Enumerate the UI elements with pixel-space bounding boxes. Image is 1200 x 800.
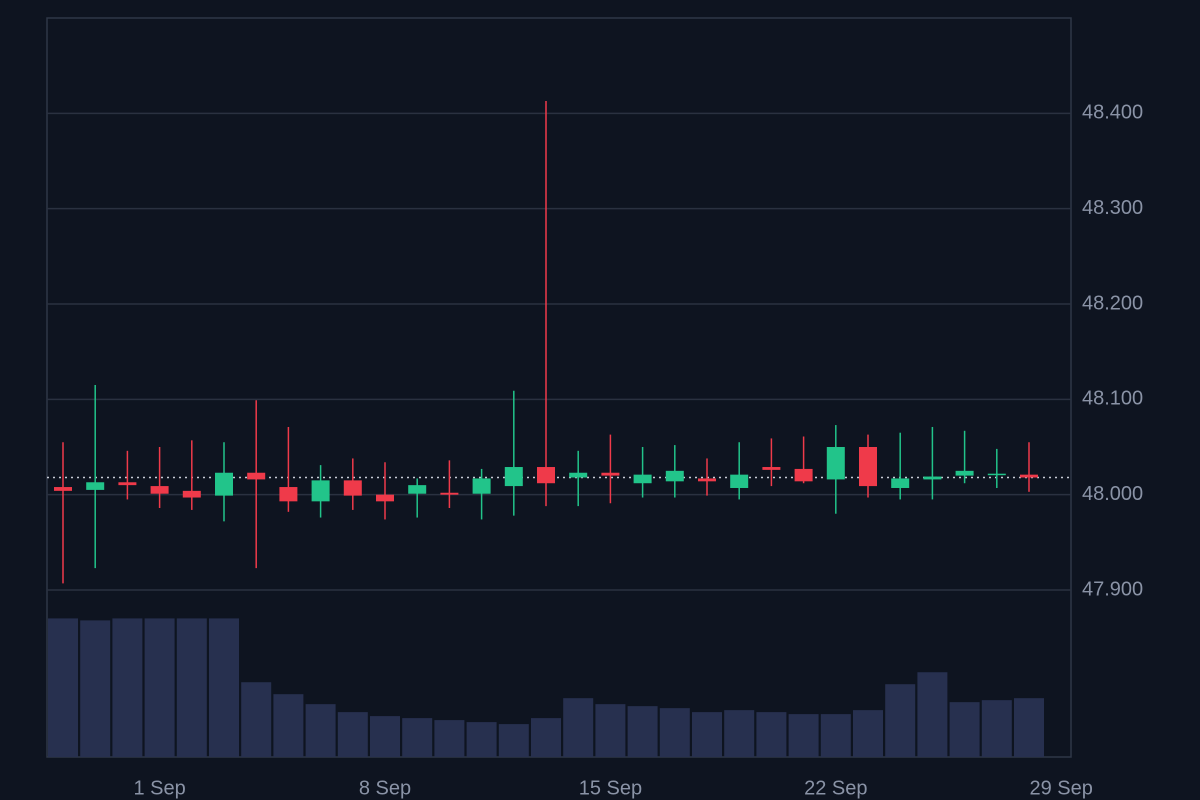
candle-body <box>891 478 910 488</box>
volume-bar <box>724 710 755 757</box>
volume-bar <box>756 712 787 757</box>
volume-bar <box>917 672 948 757</box>
volume-bar <box>885 684 916 757</box>
volume-bar <box>402 718 433 757</box>
volume-bar <box>273 694 304 757</box>
candle-body <box>569 472 588 478</box>
volume-bar <box>820 714 851 757</box>
candle-body <box>182 490 201 498</box>
candle-body <box>215 472 233 496</box>
candle-body <box>408 485 427 494</box>
volume-bar <box>627 706 658 757</box>
y-tick-label: 48.300 <box>1082 197 1143 219</box>
y-tick-label: 48.100 <box>1082 388 1143 410</box>
volume-bar <box>48 618 78 757</box>
candle-body <box>633 474 652 484</box>
volume-bar <box>337 712 368 757</box>
candle-body <box>1020 474 1038 478</box>
volume-bar <box>176 618 207 757</box>
volume-bar <box>209 618 239 757</box>
candle-body <box>343 480 362 496</box>
candle-body <box>440 492 459 495</box>
candle-body <box>730 474 749 488</box>
candle-body <box>665 470 684 482</box>
volume-bar <box>466 722 497 757</box>
volume-bar <box>434 720 465 757</box>
candle-body <box>86 482 105 490</box>
candle-body <box>537 467 555 484</box>
y-tick-label: 48.000 <box>1082 483 1143 505</box>
x-tick-label: 29 Sep <box>1030 777 1093 799</box>
candle-body <box>247 472 266 480</box>
y-tick-label: 48.200 <box>1082 292 1143 314</box>
volume-bar <box>241 682 272 757</box>
candle-body <box>826 447 845 480</box>
x-tick-label: 22 Sep <box>804 777 867 799</box>
volume-bar <box>531 718 561 757</box>
candle-body <box>955 470 974 476</box>
y-tick-label: 47.900 <box>1082 578 1143 600</box>
volume-bar <box>659 708 690 757</box>
volume-bar <box>692 712 722 757</box>
candle-body <box>794 468 813 482</box>
volume-bar <box>788 714 819 757</box>
y-tick-label: 48.400 <box>1082 102 1143 124</box>
volume-bar <box>949 702 980 757</box>
candle-body <box>859 447 877 487</box>
x-tick-label: 15 Sep <box>579 777 642 799</box>
candle-body <box>376 494 394 502</box>
volume-bar <box>370 716 400 757</box>
volume-bar <box>853 710 883 757</box>
volume-bar <box>144 618 175 757</box>
candle-body <box>472 478 491 494</box>
candle-body <box>54 487 72 491</box>
volume-bar <box>80 620 111 757</box>
candle-body <box>601 472 620 476</box>
candle-body <box>311 480 330 502</box>
volume-bar <box>498 724 529 757</box>
volume-bar <box>563 698 594 757</box>
candle-body <box>118 482 137 486</box>
candle-body <box>150 486 169 494</box>
volume-bar <box>112 618 143 757</box>
x-tick-label: 1 Sep <box>133 777 185 799</box>
x-tick-label: 8 Sep <box>359 777 411 799</box>
candle-body <box>923 476 942 480</box>
candle-body <box>762 467 781 470</box>
volume-bar <box>1014 698 1044 757</box>
candle-body <box>504 467 523 487</box>
volume-bar <box>981 700 1012 757</box>
volume-bar <box>595 704 626 757</box>
candle-body <box>987 473 1006 476</box>
candle-body <box>698 478 716 482</box>
candle-body <box>279 487 298 502</box>
volume-bar <box>305 704 336 757</box>
